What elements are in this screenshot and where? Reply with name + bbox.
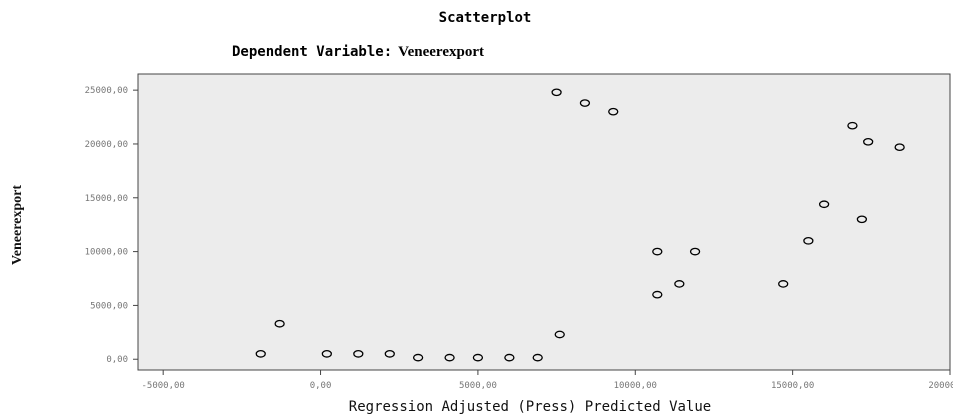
scatter-point: [532, 353, 543, 362]
scatter-point: [894, 143, 905, 152]
subtitle-prefix: Dependent Variable:: [232, 44, 392, 60]
scatter-point: [551, 88, 562, 97]
scatter-point: [255, 350, 266, 358]
x-tick-label: 20000,00: [928, 381, 953, 391]
x-tick-label: 0,00: [310, 381, 332, 391]
y-axis: 0,00 5000,00 10000,00 15000,00 20000,00 25000…: [85, 86, 138, 365]
x-axis: -5000,00 0,00 5000,00 10000,00 15000,00 20000…: [141, 370, 953, 391]
y-tick-label: 20000,00: [85, 140, 128, 150]
scatter-point: [689, 247, 701, 256]
data-points: [255, 88, 905, 362]
y-tick-label: 0,00: [106, 355, 128, 365]
scatter-point: [504, 353, 515, 362]
chart-subtitle: Dependent Variable: Veneerexport: [232, 43, 484, 60]
scatter-point: [554, 330, 565, 339]
x-tick-label: 10000,00: [614, 381, 657, 391]
scatter-point: [778, 280, 789, 288]
scatter-point: [412, 353, 424, 362]
x-tick-label: 5000,00: [459, 381, 497, 391]
subtitle-variable: Veneerexport: [398, 44, 484, 60]
y-tick-label: 10000,00: [85, 248, 128, 258]
scatter-point: [652, 290, 663, 299]
x-tick-label: -5000,00: [141, 381, 184, 391]
scatter-point: [384, 350, 395, 358]
scatter-point: [444, 353, 455, 362]
x-tick-label: 15000,00: [771, 381, 814, 391]
scatter-point: [652, 247, 663, 256]
scatter-point: [353, 350, 364, 358]
scatter-point: [579, 99, 591, 107]
chart-title: Scatterplot: [439, 10, 532, 26]
y-axis-label: Veneerexport: [10, 185, 25, 265]
scatter-point: [674, 280, 685, 288]
scatter-point: [608, 107, 619, 116]
scatter-point: [847, 121, 858, 130]
scatter-point: [321, 350, 332, 358]
scatter-point: [818, 200, 830, 209]
scatter-point: [856, 215, 868, 224]
plot-area: [137, 73, 951, 371]
scatter-point: [863, 137, 874, 146]
y-tick-label: 5000,00: [90, 301, 128, 311]
scatter-point: [803, 236, 814, 245]
y-tick-label: 15000,00: [85, 194, 128, 204]
scatter-point: [472, 353, 484, 362]
y-tick-label: 25000,00: [85, 86, 128, 96]
scatter-point: [274, 319, 285, 328]
x-axis-label: Regression Adjusted (Press) Predicted Va…: [349, 399, 711, 414]
